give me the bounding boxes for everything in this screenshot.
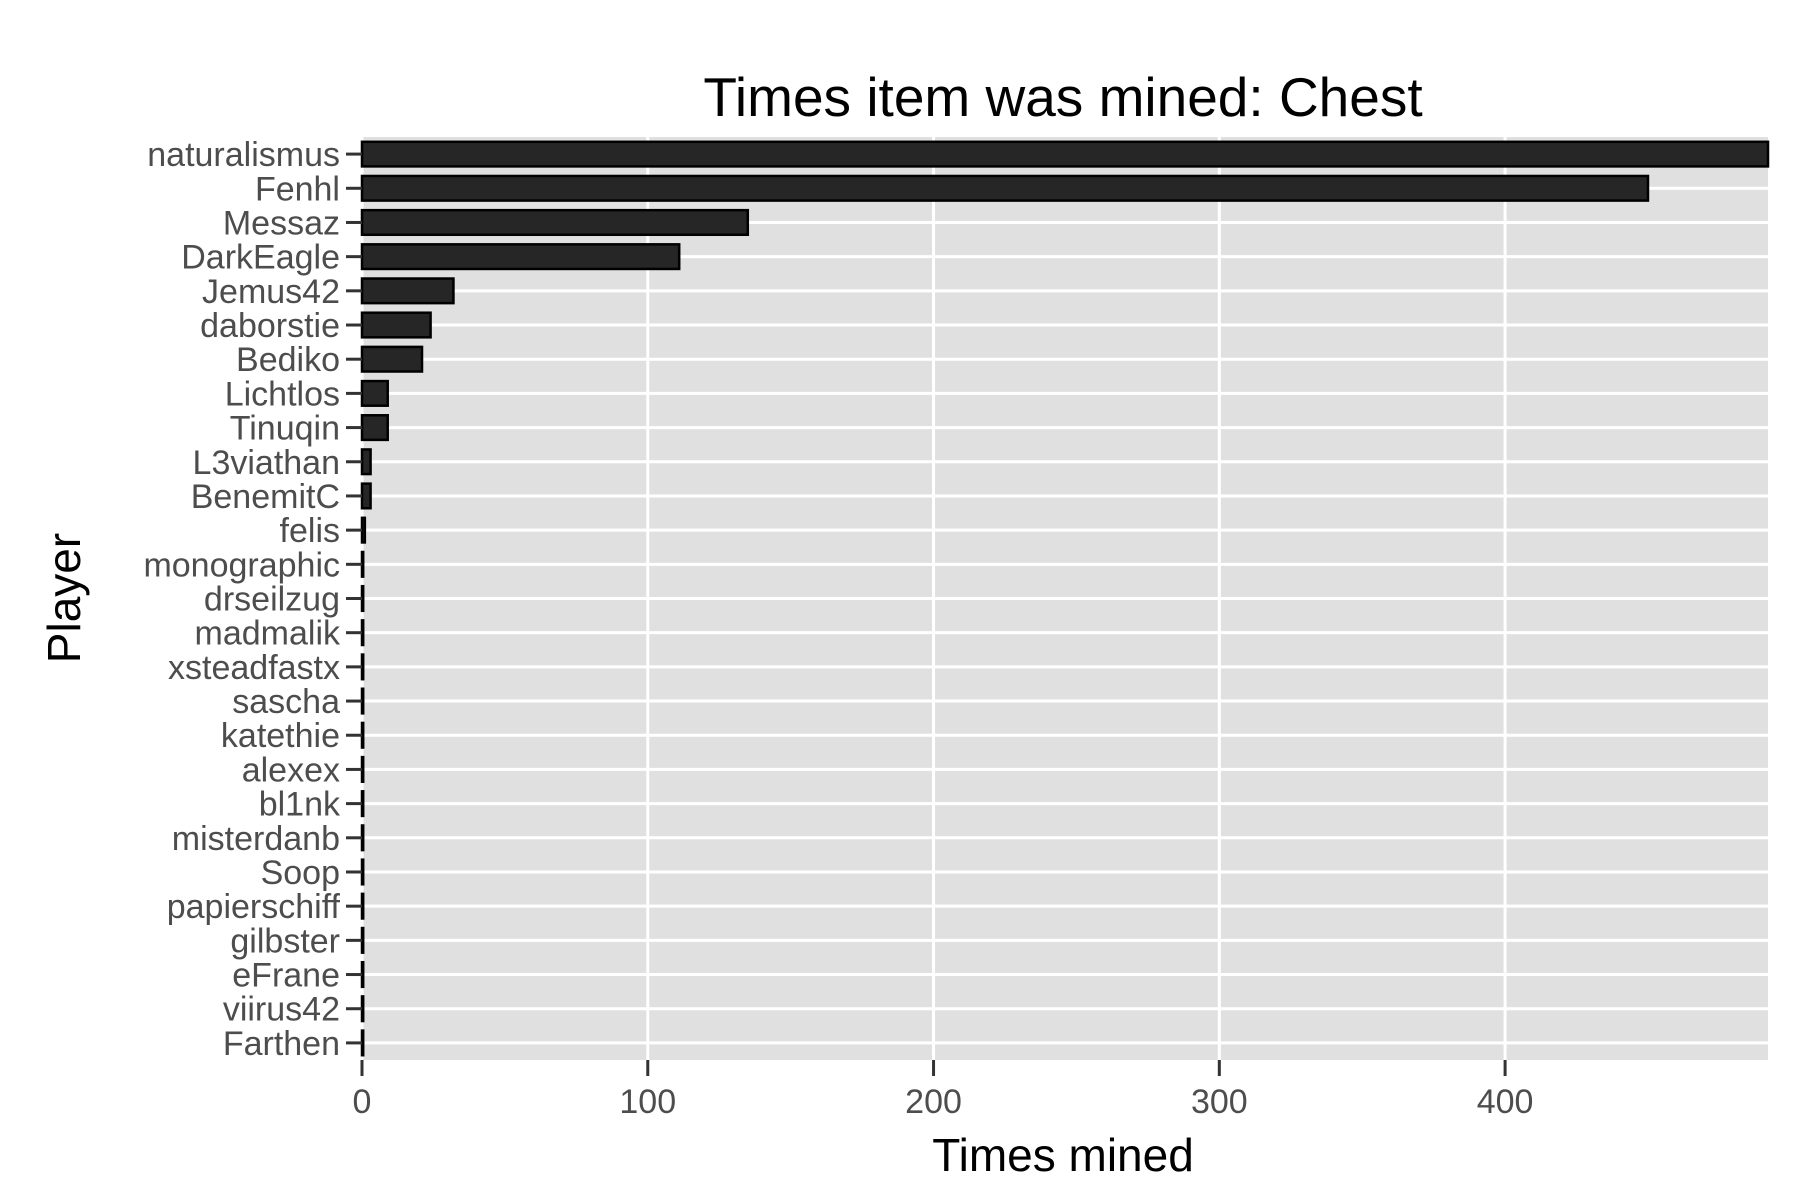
y-tick-label: BenemitC [191,478,340,516]
bar-viirus42 [360,995,365,1023]
y-tick-label: L3viathan [193,444,340,482]
bar-drseilzug [360,584,365,613]
y-tick-label: xsteadfastx [168,649,340,687]
bar-DarkEagle [360,243,681,271]
y-tick-label: Messaz [223,204,340,242]
bar-gilbster [360,926,365,954]
y-tick-label: DarkEagle [181,239,340,277]
bar-Lichtlos [360,379,389,407]
y-axis-title: Player [38,533,90,663]
y-tick-label: sascha [232,683,340,721]
y-tick-label: Soop [261,854,340,892]
bar-Soop [360,858,365,886]
bar-alexex [360,755,365,783]
x-tick-label: 0 [353,1083,372,1121]
x-tick-label: 400 [1477,1083,1534,1121]
bar-sascha [360,687,365,715]
bar-Tinuqin [360,414,389,442]
y-tick-label: Lichtlos [225,375,340,413]
chart-title: Times item was mined: Chest [703,66,1422,128]
y-tick-label: naturalismus [147,136,340,174]
y-tick-label: felis [280,512,340,550]
x-tick-label: 100 [619,1083,676,1121]
y-tick-label: bl1nk [259,786,341,824]
bar-felis [360,516,367,544]
bar-papierschiff [360,892,365,920]
y-tick-label: Fenhl [255,170,340,208]
x-axis-title: Times mined [932,1129,1194,1181]
y-tick-label: eFrane [232,957,340,995]
bar-eFrane [360,960,365,989]
y-tick-label: Jemus42 [202,273,340,311]
bar-Jemus42 [360,277,455,305]
y-tick-label: drseilzug [204,581,340,619]
bar-xsteadfastx [360,653,365,681]
x-tick-label: 200 [905,1083,962,1121]
y-tick-label: gilbster [230,922,340,960]
bar-monographic [360,550,365,578]
bar-bl1nk [360,790,365,818]
y-tick-label: madmalik [195,615,341,653]
bar-Farthen [360,1029,365,1057]
y-tick-label: Tinuqin [230,410,340,448]
y-tick-label: Bediko [236,341,340,379]
bar-misterdanb [360,824,365,852]
y-axis-ticks: naturalismusFenhlMessazDarkEagleJemus42d… [143,136,362,1063]
y-tick-label: katethie [221,717,340,755]
bar-L3viathan [360,448,372,476]
bar-Bediko [360,345,424,373]
x-tick-label: 300 [1191,1083,1248,1121]
bar-katethie [360,721,365,749]
bar-madmalik [360,619,365,647]
bar-naturalismus [360,140,1770,168]
y-tick-label: monographic [143,546,340,584]
y-tick-label: alexex [242,751,340,789]
y-tick-label: Farthen [223,1025,340,1063]
bar-BenemitC [360,482,372,510]
bar-daborstie [360,311,432,339]
bar-Fenhl [360,174,1650,202]
y-tick-label: viirus42 [223,991,340,1029]
x-axis-ticks: 0 100 200 300 400 [353,1060,1534,1121]
y-tick-label: daborstie [200,307,340,345]
y-tick-label: misterdanb [172,820,340,858]
y-tick-label: papierschiff [167,888,341,926]
bar-Messaz [360,208,750,237]
